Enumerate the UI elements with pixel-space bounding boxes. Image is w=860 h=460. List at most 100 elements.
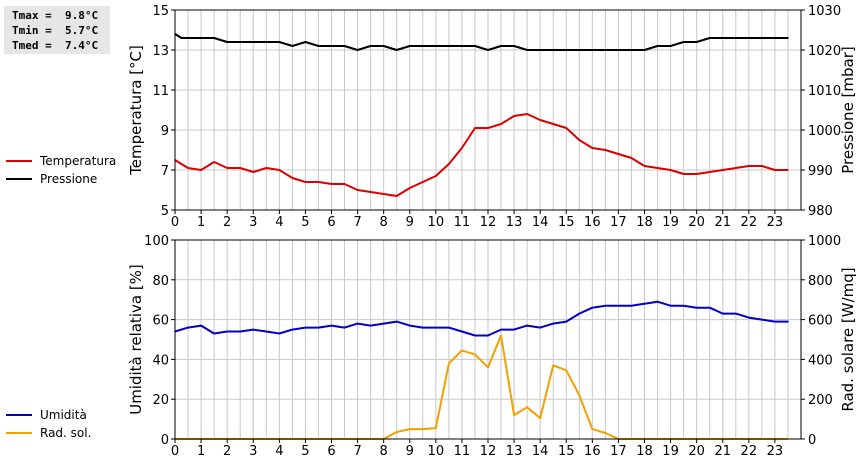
x-tick-label-bottom: 2 [223, 444, 231, 459]
x-tick-label-top: 19 [662, 215, 679, 230]
x-tick-label-bottom: 6 [327, 444, 335, 459]
y2-tick-label-bottom: 1000 [808, 234, 841, 249]
data-point-temperatura [382, 193, 385, 195]
y2-axis-title-top: Pressione [mbar] [839, 46, 857, 174]
data-point-rad-sol- [448, 362, 450, 365]
data-point-umidit- [630, 304, 633, 307]
x-tick-label-top: 11 [454, 215, 471, 230]
y-tick-label-top: 15 [152, 4, 169, 19]
legend-label-temperatura: Temperatura [40, 154, 117, 168]
data-point-pressione [513, 45, 515, 47]
data-point-rad-sol- [591, 428, 594, 430]
y2-tick-label-top: 990 [808, 164, 833, 179]
chart-temperature-pressure: 0 1 2 3 4 5 6 7 8 9 10 11 12 13 14 15 16 17 18 19 20 21 22 2357… [127, 4, 857, 230]
data-point-temperatura [330, 183, 333, 185]
data-point-pressione [487, 49, 489, 51]
data-point-temperatura [682, 173, 685, 175]
data-point-umidit- [617, 304, 620, 307]
data-point-temperatura [369, 191, 372, 193]
y2-tick-label-bottom: 200 [808, 393, 833, 408]
data-point-pressione [565, 49, 568, 51]
y2-tick-label-top: 1020 [808, 44, 841, 59]
y-tick-label-top: 5 [161, 204, 169, 219]
x-tick-label-bottom: 11 [454, 444, 471, 459]
data-point-temperatura [252, 171, 255, 173]
y2-tick-label-top: 1030 [808, 4, 841, 19]
y2-tick-label-bottom: 0 [808, 433, 816, 448]
data-point-umidit- [695, 306, 698, 309]
data-point-rad-sol- [487, 366, 489, 369]
x-tick-label-top: 1 [197, 215, 205, 230]
data-point-rad-sol- [500, 334, 502, 337]
data-point-temperatura [774, 169, 776, 171]
x-tick-label-bottom: 4 [275, 444, 283, 459]
y2-tick-label-top: 1010 [808, 84, 841, 99]
data-point-umidit- [356, 322, 359, 325]
data-point-rad-sol- [409, 428, 411, 430]
data-point-pressione [669, 45, 672, 47]
data-point-umidit- [682, 304, 685, 307]
data-point-pressione [304, 41, 307, 43]
data-point-pressione [500, 45, 502, 47]
data-point-pressione [682, 41, 685, 43]
data-point-umidit- [304, 326, 307, 329]
data-point-umidit- [513, 328, 515, 331]
data-point-umidit- [604, 304, 607, 307]
data-point-rad-sol- [474, 353, 476, 356]
data-point-rad-sol- [604, 432, 607, 434]
data-point-temperatura [565, 127, 568, 129]
data-point-pressione [180, 37, 183, 39]
data-point-pressione [735, 37, 737, 39]
data-point-temperatura [278, 169, 281, 171]
data-point-umidit- [539, 326, 541, 329]
data-point-temperatura [291, 177, 294, 179]
data-point-umidit- [500, 328, 502, 331]
data-point-pressione [395, 49, 398, 51]
data-point-temperatura [448, 163, 450, 165]
data-point-temperatura [630, 157, 633, 159]
x-tick-label-top: 17 [610, 215, 627, 230]
y-tick-label-top: 13 [152, 44, 169, 59]
data-point-pressione [787, 37, 789, 39]
data-point-rad-sol- [552, 364, 554, 367]
data-point-umidit- [761, 318, 763, 321]
data-point-umidit- [226, 330, 228, 333]
x-tick-label-bottom: 1 [197, 444, 205, 459]
data-point-temperatura [213, 161, 215, 163]
legend-item-rad-sol: Rad. sol. [6, 424, 91, 442]
data-point-temperatura [435, 175, 437, 177]
data-point-umidit- [787, 320, 789, 323]
x-tick-label-top: 21 [714, 215, 731, 230]
legend-swatch-umidita [6, 414, 32, 416]
y-tick-label-top: 7 [161, 164, 169, 179]
data-point-umidit- [448, 326, 450, 329]
data-point-pressione [695, 41, 698, 43]
y-tick-label-top: 11 [152, 84, 169, 99]
data-point-pressione [630, 49, 633, 51]
x-tick-label-top: 8 [380, 215, 388, 230]
x-tick-label-bottom: 7 [353, 444, 361, 459]
data-point-pressione [552, 49, 554, 51]
data-point-rad-sol- [422, 428, 424, 430]
x-tick-label-top: 14 [532, 215, 549, 230]
data-point-umidit- [487, 334, 489, 337]
legend-temperature-pressure: Temperatura Pressione [6, 152, 116, 188]
data-point-umidit- [774, 320, 776, 323]
x-tick-label-bottom: 13 [506, 444, 523, 459]
legend-humidity-solar: Umidità Rad. sol. [6, 406, 91, 442]
x-tick-label-top: 15 [558, 215, 575, 230]
data-point-pressione [278, 41, 281, 43]
data-point-umidit- [265, 330, 268, 333]
data-point-pressione [774, 37, 776, 39]
data-point-umidit- [656, 300, 659, 303]
data-point-temperatura [180, 163, 183, 165]
data-point-rad-sol- [565, 369, 568, 372]
data-point-temperatura [735, 167, 737, 169]
x-tick-label-bottom: 12 [480, 444, 497, 459]
x-tick-label-bottom: 23 [767, 444, 784, 459]
data-point-umidit- [187, 326, 189, 329]
data-point-pressione [422, 45, 424, 47]
y-tick-label-bottom: 20 [152, 393, 169, 408]
data-point-temperatura [656, 167, 659, 169]
